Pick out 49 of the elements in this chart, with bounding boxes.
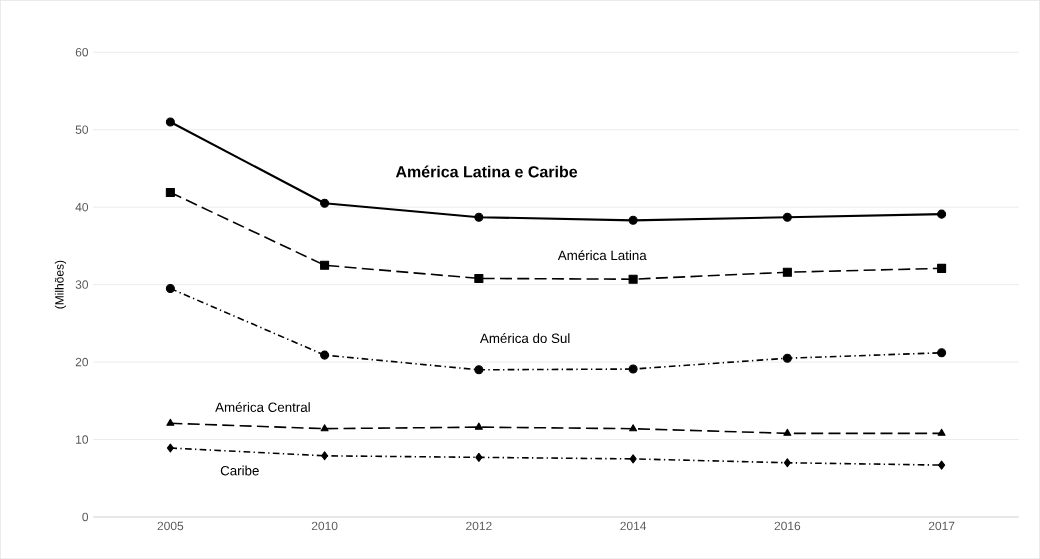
point [474, 212, 484, 222]
x-tick-label: 2014 [620, 521, 647, 531]
point [320, 424, 329, 432]
point [165, 283, 175, 293]
series-label: América do Sul [479, 332, 570, 343]
point [474, 365, 484, 375]
point [320, 198, 330, 208]
y-tick-label: 20 [75, 357, 89, 367]
y-tick-label: 10 [76, 435, 89, 444]
point [629, 454, 637, 464]
point [475, 452, 483, 462]
point [937, 263, 947, 273]
y-tick-label: 60 [75, 47, 89, 57]
x-tick-label: 2005 [157, 521, 184, 531]
point [628, 364, 638, 374]
point [165, 117, 175, 127]
point [629, 424, 638, 432]
point [320, 350, 330, 360]
point [782, 267, 792, 277]
point [321, 451, 329, 461]
y-axis-title: (Milhões) [54, 260, 67, 309]
point [628, 215, 638, 225]
point [937, 209, 947, 219]
point [937, 348, 947, 358]
y-tick-label: 0 [82, 512, 89, 522]
y-tick-label: 50 [75, 125, 89, 134]
x-tick-label: 2010 [311, 521, 338, 531]
x-tick-label: 2016 [774, 521, 801, 531]
point [474, 273, 484, 283]
series-label: América Central [215, 401, 310, 412]
series-label: América Latina [557, 250, 647, 261]
text: América Latina e Caribe [395, 165, 578, 178]
point [166, 443, 174, 453]
point [783, 428, 792, 436]
y-tick-label: 40 [75, 202, 89, 212]
point [782, 353, 792, 363]
y-tick-label: 30 [75, 280, 89, 289]
point [165, 187, 175, 197]
point [783, 458, 791, 468]
point [938, 460, 946, 470]
x-tick-label: 2012 [466, 521, 492, 531]
point [320, 260, 330, 270]
series-label: Caribe [220, 465, 259, 476]
point [628, 274, 638, 284]
point [937, 428, 946, 436]
point [474, 422, 483, 430]
x-tick-label: 2017 [928, 521, 955, 531]
point [782, 212, 792, 222]
point [166, 418, 175, 426]
